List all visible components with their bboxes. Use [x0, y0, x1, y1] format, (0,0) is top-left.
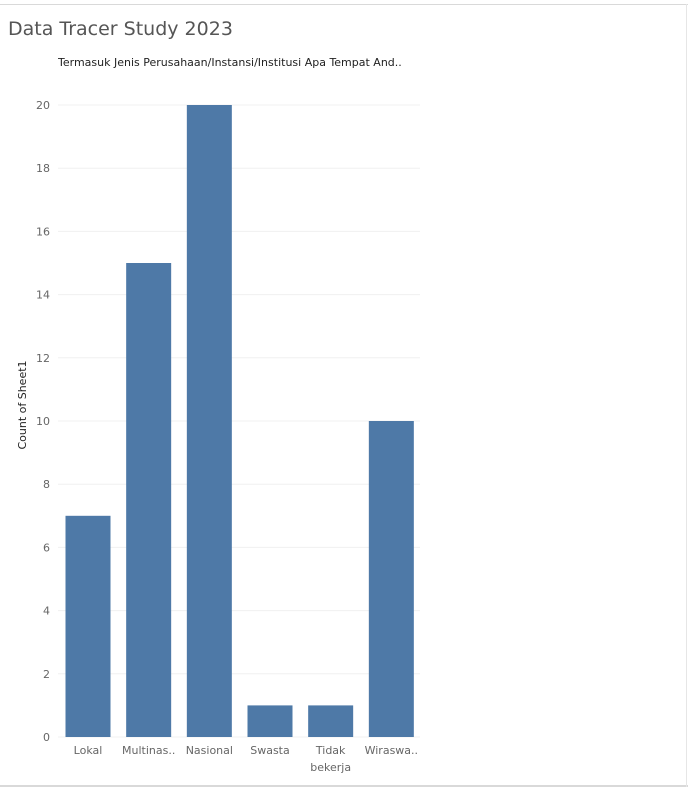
x-tick-label: bekerja	[310, 761, 351, 774]
bar[interactable]	[126, 263, 172, 737]
y-tick-label: 0	[43, 731, 50, 744]
y-tick-label: 2	[43, 668, 50, 681]
x-tick-label: Multinas..	[122, 744, 175, 757]
y-tick-label: 6	[43, 541, 50, 554]
dashboard-title: Data Tracer Study 2023	[8, 18, 233, 40]
y-tick-label: 18	[36, 162, 50, 175]
bottom-border	[0, 785, 688, 787]
chart-title: Termasuk Jenis Perusahaan/Instansi/Insti…	[58, 56, 402, 69]
gridlines	[58, 104, 420, 738]
y-tick-label: 4	[43, 605, 50, 618]
x-tick-label: Lokal	[74, 744, 103, 757]
y-tick-label: 14	[36, 289, 50, 302]
y-tick-label: 10	[36, 415, 50, 428]
bar[interactable]	[308, 705, 354, 737]
y-tick-label: 16	[36, 225, 50, 238]
x-axis-labels: Lokal Multinas.. Nasional Swasta Tidak bekerj…	[74, 744, 418, 774]
y-tick-label: 8	[43, 478, 50, 491]
bar[interactable]	[65, 515, 111, 737]
x-tick-label: Swasta	[250, 744, 290, 757]
y-tick-label: 12	[36, 352, 50, 365]
y-axis-ticks: 0 2 4 6 8 10 12 14 16 18 20	[36, 99, 50, 744]
x-tick-label: Nasional	[186, 744, 233, 757]
y-tick-label: 20	[36, 99, 50, 112]
bar[interactable]	[368, 421, 414, 737]
right-border	[686, 4, 687, 787]
bar[interactable]	[247, 705, 293, 737]
top-border	[0, 4, 688, 5]
y-axis-label: Count of Sheet1	[16, 360, 29, 449]
x-tick-label: Tidak	[315, 744, 346, 757]
x-tick-label: Wiraswa..	[365, 744, 418, 757]
bars	[65, 105, 414, 737]
bar[interactable]	[186, 105, 232, 737]
